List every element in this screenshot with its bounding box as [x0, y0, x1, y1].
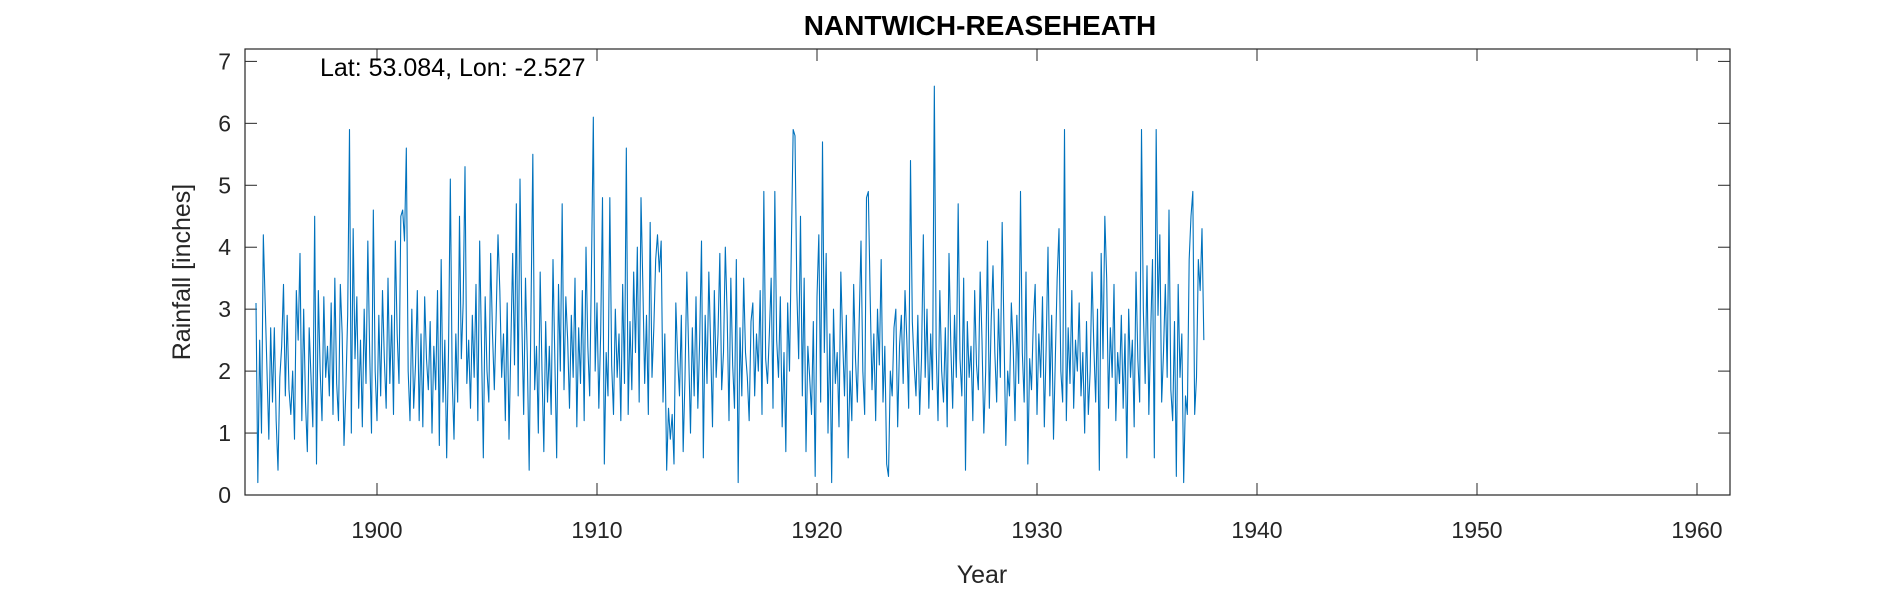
y-axis-label: Rainfall [inches] [168, 184, 196, 360]
y-tick-label: 6 [218, 110, 231, 136]
location-annotation: Lat: 53.084, Lon: -2.527 [320, 54, 586, 82]
x-tick-label: 1960 [1671, 517, 1722, 543]
axis-ticks [245, 49, 1730, 496]
x-axis-label: Year [957, 561, 1008, 589]
y-tick-label: 7 [218, 48, 231, 74]
y-tick-label: 1 [218, 420, 231, 446]
y-tick-label: 3 [218, 296, 231, 322]
x-tick-label: 1920 [791, 517, 842, 543]
x-tick-label: 1940 [1231, 517, 1282, 543]
chart-title: NANTWICH-REASEHEATH [804, 10, 1157, 41]
x-tick-label: 1900 [351, 517, 402, 543]
x-tick-label: 1910 [571, 517, 622, 543]
y-tick-labels: 0 1 2 3 4 5 6 7 [218, 48, 231, 508]
rainfall-series-line [255, 85, 1205, 484]
y-tick-label: 4 [218, 234, 231, 260]
plot-area: 1900 1910 1920 1930 1940 1950 1960 0 1 2 3 4 5 6 7 [218, 48, 1731, 543]
axes-box [244, 48, 1731, 496]
y-tick-label: 0 [218, 482, 231, 508]
y-tick-label: 2 [218, 358, 231, 384]
x-tick-label: 1950 [1451, 517, 1502, 543]
x-tick-label: 1930 [1011, 517, 1062, 543]
y-tick-label: 5 [218, 172, 231, 198]
x-tick-labels: 1900 1910 1920 1930 1940 1950 1960 [351, 517, 1722, 543]
